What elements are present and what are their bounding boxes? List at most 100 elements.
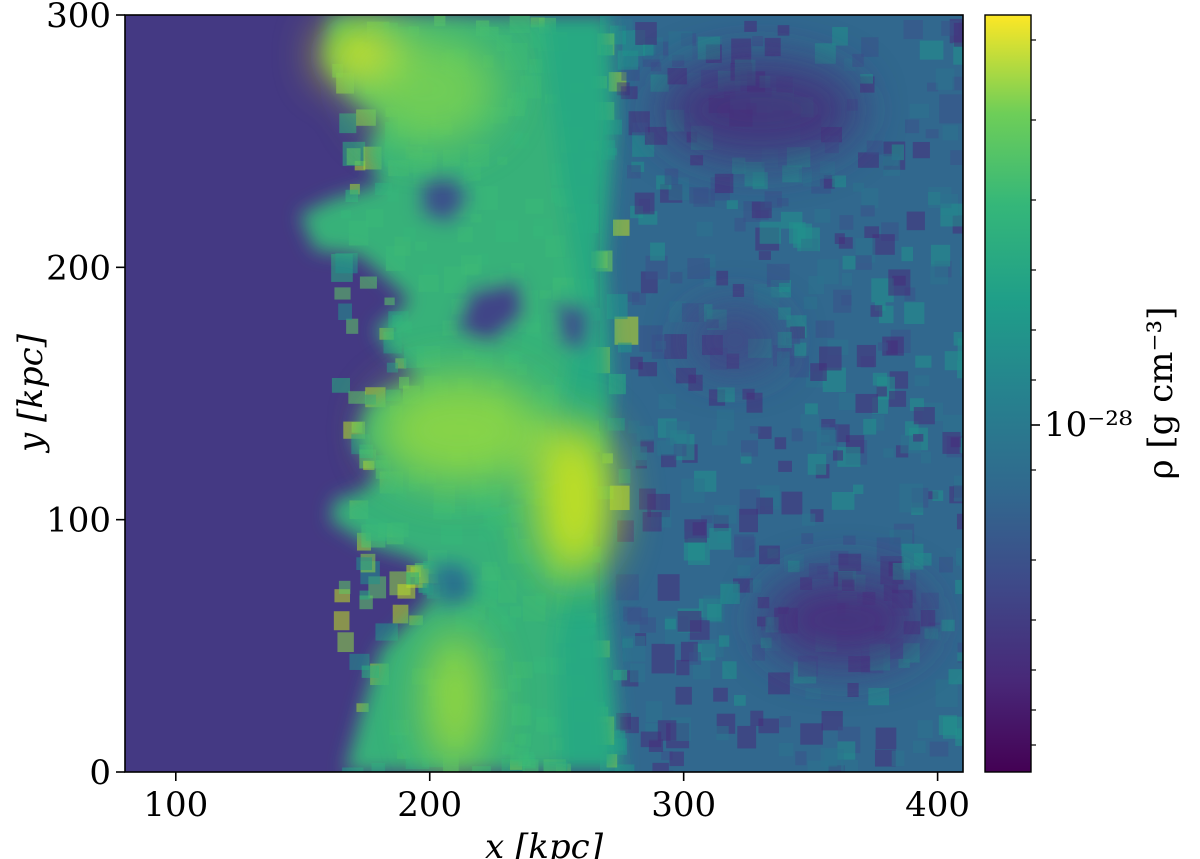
density-cell bbox=[733, 695, 746, 706]
x-tick-label: 300 bbox=[651, 785, 716, 825]
density-cell bbox=[657, 720, 677, 741]
density-cell bbox=[365, 394, 377, 405]
density-cell bbox=[861, 188, 879, 209]
density-cell bbox=[831, 491, 855, 510]
density-cell bbox=[688, 537, 710, 566]
density-cell bbox=[681, 478, 705, 503]
density-cell bbox=[642, 44, 654, 56]
density-cell bbox=[807, 760, 829, 772]
density-cell bbox=[942, 414, 963, 436]
density-cell bbox=[752, 43, 768, 57]
density-cell bbox=[920, 451, 932, 464]
density-cell bbox=[614, 764, 635, 772]
density-cell bbox=[673, 443, 687, 457]
density-cell bbox=[339, 113, 357, 134]
density-cell bbox=[676, 659, 690, 676]
pocket-4 bbox=[430, 560, 475, 610]
density-cell bbox=[872, 234, 895, 255]
density-cell bbox=[824, 749, 844, 771]
density-cell bbox=[919, 40, 944, 60]
density-cell bbox=[929, 741, 949, 757]
density-cell bbox=[841, 759, 859, 772]
density-cell bbox=[716, 270, 729, 286]
density-cell bbox=[760, 637, 772, 649]
density-cell bbox=[631, 446, 648, 466]
density-cell bbox=[909, 103, 930, 119]
density-cell bbox=[711, 430, 728, 446]
density-cell bbox=[778, 307, 791, 320]
density-cell bbox=[928, 187, 952, 209]
density-cell bbox=[617, 342, 632, 353]
density-cell bbox=[752, 172, 768, 190]
density-cell bbox=[621, 66, 640, 81]
density-cell bbox=[618, 18, 633, 31]
density-cell bbox=[808, 563, 829, 579]
colorbar-tick-label: 10⁻²⁸ bbox=[1044, 405, 1132, 445]
density-cell bbox=[877, 342, 888, 351]
density-cell bbox=[742, 388, 755, 400]
density-cell bbox=[935, 679, 958, 708]
density-cell bbox=[635, 22, 657, 45]
density-cell bbox=[863, 418, 877, 435]
density-cell bbox=[868, 687, 890, 706]
front-inner-teal bbox=[540, 15, 620, 772]
density-cell bbox=[860, 73, 873, 84]
density-cell bbox=[630, 356, 643, 370]
density-cell bbox=[718, 506, 730, 516]
density-cell bbox=[732, 157, 746, 175]
density-cell bbox=[331, 378, 350, 393]
density-cell bbox=[363, 460, 375, 471]
density-cell bbox=[942, 125, 959, 141]
density-cell bbox=[669, 751, 684, 767]
density-cell bbox=[962, 25, 963, 40]
density-cell bbox=[756, 497, 774, 515]
density-cell bbox=[855, 393, 878, 413]
density-cell bbox=[883, 153, 899, 166]
density-cell bbox=[657, 574, 680, 601]
density-cell bbox=[780, 211, 803, 229]
density-cell bbox=[925, 129, 939, 139]
density-cell bbox=[852, 484, 864, 495]
density-cell bbox=[739, 489, 761, 515]
colorbar-label: ρ [g cm⁻³] bbox=[1141, 307, 1181, 480]
density-cell bbox=[640, 731, 662, 748]
density-cell bbox=[820, 161, 835, 179]
density-cell bbox=[876, 386, 887, 397]
density-cell bbox=[717, 387, 735, 403]
density-cell bbox=[959, 257, 963, 277]
density-cell bbox=[913, 433, 924, 442]
density-cell bbox=[636, 425, 654, 442]
density-cell bbox=[905, 119, 920, 134]
density-cell bbox=[651, 334, 671, 359]
density-cell bbox=[749, 426, 761, 434]
density-cell bbox=[622, 636, 646, 662]
density-map bbox=[125, 15, 963, 772]
density-cell bbox=[891, 750, 905, 767]
density-cell bbox=[815, 320, 835, 338]
density-cell bbox=[888, 269, 911, 296]
density-cell bbox=[935, 68, 955, 90]
density-cell bbox=[346, 318, 359, 334]
density-cell bbox=[607, 418, 625, 431]
density-cell bbox=[758, 251, 771, 260]
density-cell bbox=[335, 253, 358, 274]
density-cell bbox=[645, 255, 668, 280]
x-axis-ticks: 100 200 300 400 bbox=[143, 772, 970, 825]
density-cell bbox=[615, 574, 639, 601]
density-cell bbox=[777, 198, 789, 207]
density-cell bbox=[917, 720, 933, 739]
density-cell bbox=[392, 604, 409, 624]
density-cell bbox=[707, 603, 722, 622]
density-cell bbox=[912, 141, 930, 159]
density-cell bbox=[737, 725, 757, 749]
y-axis-ticks: 0 100 200 300 bbox=[46, 0, 125, 793]
density-cell bbox=[779, 716, 791, 728]
density-cell bbox=[860, 205, 875, 217]
density-cell bbox=[715, 770, 728, 772]
density-cell bbox=[878, 305, 894, 324]
density-cell bbox=[857, 152, 879, 168]
density-cell bbox=[731, 38, 752, 64]
density-cell bbox=[961, 181, 963, 202]
density-cell bbox=[689, 652, 702, 665]
density-cell bbox=[618, 468, 631, 484]
